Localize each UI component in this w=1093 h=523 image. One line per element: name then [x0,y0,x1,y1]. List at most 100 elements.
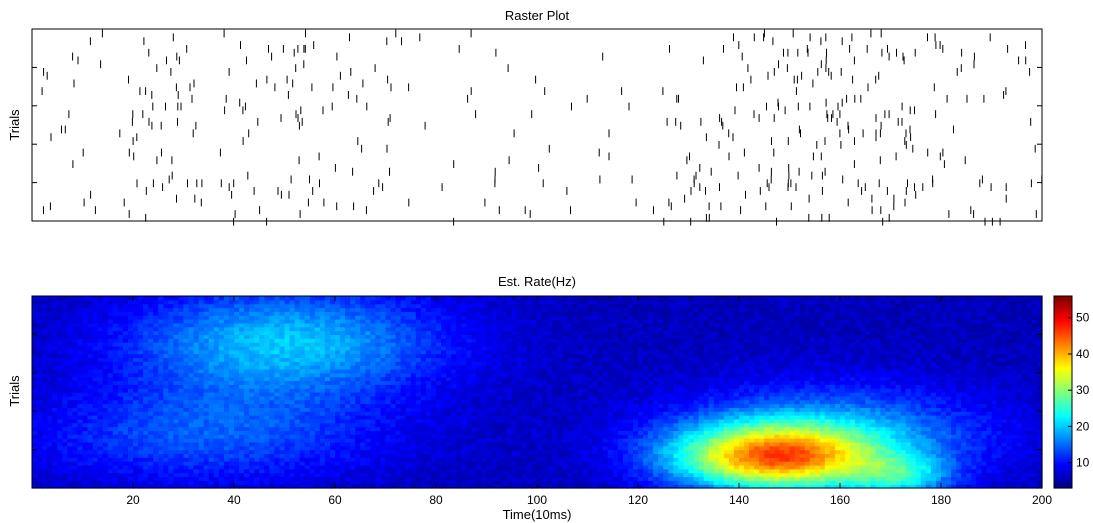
heatmap-cell [112,445,119,451]
heatmap-cell [425,365,432,370]
heatmap-cell [481,457,488,462]
heatmap-cell [319,445,326,451]
heatmap-cell [279,361,286,366]
heatmap-cell [430,334,437,339]
heatmap-cell [461,422,467,428]
heatmap-cell [77,422,84,428]
heatmap-cell [340,449,346,455]
heatmap-cell [77,399,84,405]
heatmap-cell [370,434,376,439]
heatmap-cell [360,461,366,466]
heatmap-cell [355,484,361,489]
heatmap-cell [82,296,89,301]
heatmap-cell [420,326,427,332]
heatmap-cell [47,418,53,424]
heatmap-cell [188,353,195,359]
heatmap-cell [138,403,144,408]
heatmap-cell [471,418,477,424]
heatmap-cell [360,403,366,408]
heatmap-cell [168,334,174,339]
heatmap-cell [340,426,346,431]
heatmap-cell [67,403,73,408]
heatmap-cell [400,484,407,489]
heatmap-cell [430,453,437,458]
heatmap-cell [173,441,180,447]
heatmap-cell [294,476,301,481]
heatmap-cell [168,434,174,439]
heatmap-cell [405,303,412,309]
heatmap-cell [365,445,371,451]
heatmap-cell [350,438,356,443]
heatmap-cell [360,368,366,374]
heatmap-cell [335,484,341,489]
heatmap-cell [72,476,79,481]
heatmap-cell [279,322,286,328]
heatmap-cell [461,418,467,424]
heatmap-cell [163,342,169,347]
heatmap-cell [441,349,447,355]
heatmap-cell [193,322,200,328]
heatmap-cell [385,445,392,451]
heatmap-cell [153,345,159,351]
heatmap-cell [461,368,467,374]
heatmap-cell [335,480,341,485]
heatmap-cell [42,399,48,405]
heatmap-cell [304,430,311,435]
heatmap-cell [107,430,114,435]
heatmap-cell [102,365,109,370]
heatmap-cell [133,441,139,447]
heatmap-cell [234,349,240,355]
heatmap-cell [279,407,286,412]
heatmap-cell [375,296,382,301]
heatmap-cell [329,307,336,312]
heatmap-cell [279,476,286,481]
heatmap-cell [324,392,331,397]
heatmap-cell [223,395,230,401]
heatmap-cell [410,338,417,343]
heatmap-cell [380,399,387,405]
heatmap-cell [133,315,139,320]
heatmap-cell [249,338,255,343]
heatmap-cell [32,353,38,359]
heatmap-cell [47,484,53,489]
heatmap-cell [97,345,104,351]
heatmap-cell [158,384,164,389]
heatmap-cell [193,426,200,431]
heatmap-cell [148,296,154,301]
heatmap-cell [117,384,124,389]
heatmap-cell [425,372,432,378]
heatmap-cell [395,296,402,301]
heatmap-cell [188,330,195,335]
heatmap-cell [385,380,392,385]
heatmap-cell [153,411,159,416]
heatmap-cell [107,384,114,389]
heatmap-cell [355,372,361,378]
heatmap-cell [72,296,79,301]
heatmap-cell [476,403,483,408]
heatmap-cell [441,457,447,462]
heatmap-cell [345,368,351,374]
heatmap-cell [218,461,225,466]
heatmap-cell [148,349,154,355]
heatmap-cell [37,418,43,424]
heatmap-cell [476,457,483,462]
heatmap-cell [299,353,306,359]
heatmap-cell [173,303,180,309]
heatmap-cell [329,434,336,439]
heatmap-cell [375,361,382,366]
heatmap-cell [299,426,306,431]
heatmap-cell [97,392,104,397]
heatmap-cell [441,388,447,393]
heatmap-cell [47,457,53,462]
heatmap-cell [228,361,235,366]
heatmap-cell [183,480,190,485]
heatmap-cell [375,357,382,362]
heatmap-cell [441,311,447,316]
heatmap-cell [415,438,422,443]
heatmap-cell [314,315,321,320]
heatmap-cell [264,296,270,301]
heatmap-cell [274,468,281,474]
heatmap-cell [259,461,265,466]
heatmap-cell [218,384,225,389]
heatmap-cell [451,403,457,408]
